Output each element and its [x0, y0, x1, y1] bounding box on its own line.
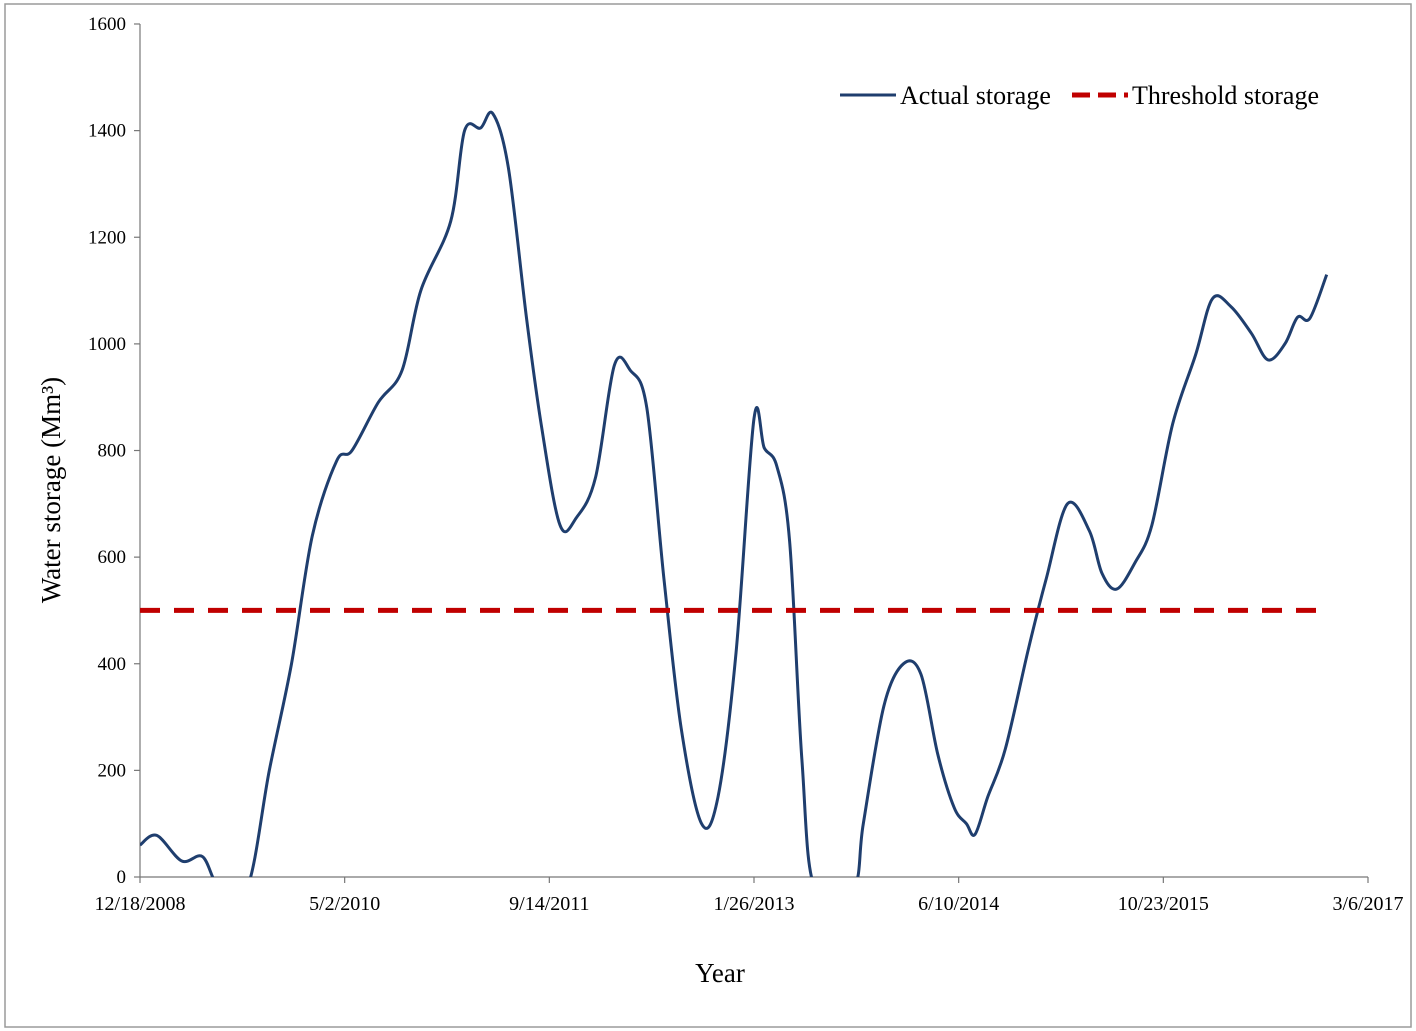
y-tick-label: 200: [98, 760, 127, 781]
y-tick-label: 1000: [88, 334, 126, 355]
x-axis-ticks: 12/18/2008 5/2/2010 9/14/2011 1/26/2013 6/10…: [94, 877, 1404, 915]
x-tick-label: 3/6/2017: [1332, 893, 1403, 915]
y-tick-label: 1400: [88, 121, 126, 142]
series-layer: [140, 110, 1329, 877]
x-tick-label: 5/2/2010: [309, 893, 380, 915]
y-tick-label: 800: [98, 441, 127, 462]
y-axis-label: Water storage (Mm³): [36, 377, 66, 603]
x-tick-label: 1/26/2013: [713, 893, 794, 915]
y-tick-label: 1200: [88, 227, 126, 248]
x-tick-label: 6/10/2014: [918, 893, 999, 915]
y-tick-label: 0: [117, 867, 127, 888]
legend-threshold-storage-label: Threshold storage: [1132, 81, 1319, 110]
legend: Actual storage Threshold storage: [840, 81, 1319, 110]
y-tick-label: 400: [98, 654, 127, 675]
chart-frame: [4, 3, 1412, 1028]
x-axis-label: Year: [695, 958, 745, 988]
legend-actual-storage-label: Actual storage: [900, 81, 1051, 110]
x-tick-label: 9/14/2011: [509, 893, 589, 915]
y-tick-label: 600: [98, 547, 127, 568]
x-tick-label: 10/23/2015: [1118, 893, 1209, 915]
y-axis-ticks: 0 200 400 600 800 1000 1200 1400 1600: [88, 14, 140, 888]
x-tick-label: 12/18/2008: [94, 893, 185, 915]
y-tick-label: 1600: [88, 14, 126, 35]
series-line-actual-storage: [140, 110, 1329, 877]
